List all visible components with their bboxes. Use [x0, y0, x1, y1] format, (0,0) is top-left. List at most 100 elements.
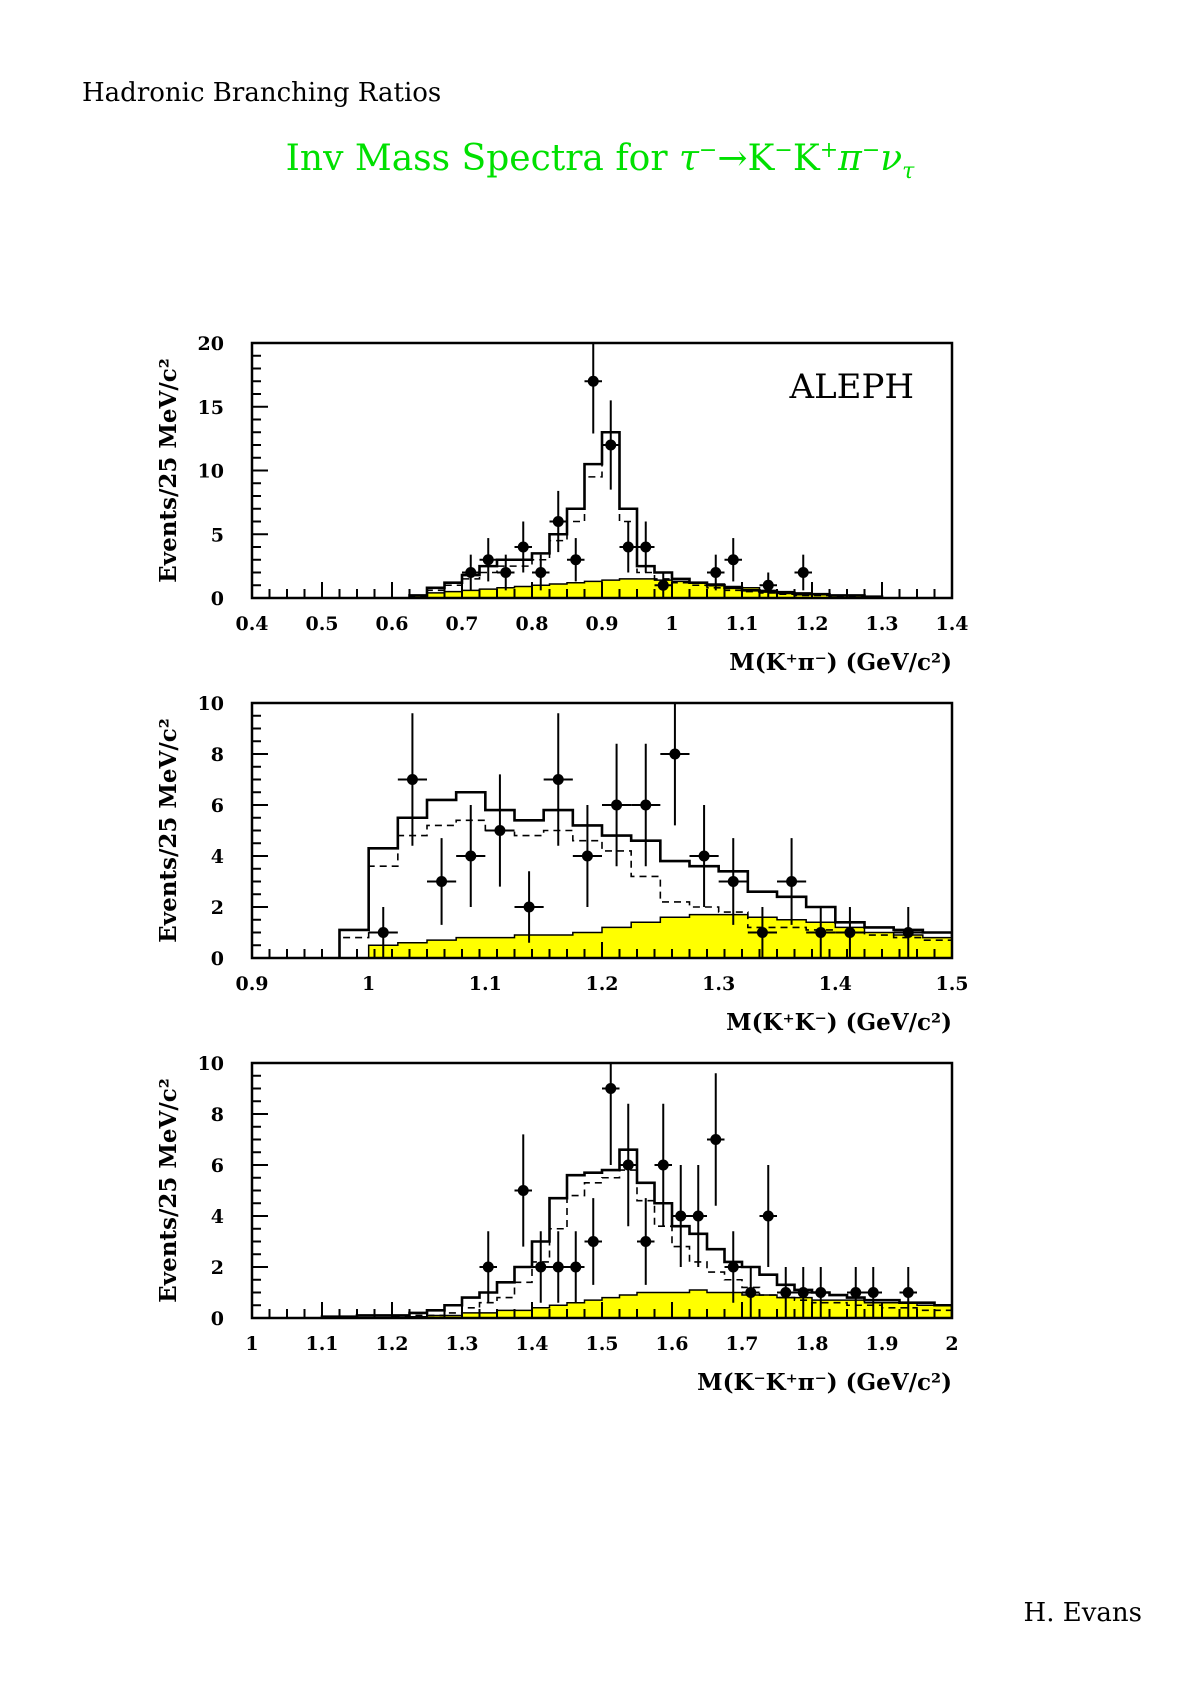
- point-marker: [640, 541, 652, 553]
- y-tick-label: 10: [198, 1053, 224, 1075]
- x-tick-label: 1: [665, 613, 678, 635]
- y-tick-label: 6: [211, 795, 224, 817]
- point-marker: [570, 554, 582, 566]
- data-point: [689, 1165, 707, 1267]
- data-point: [637, 521, 655, 573]
- title-k-minus: −: [774, 138, 793, 163]
- point-marker: [756, 927, 768, 938]
- point-marker: [465, 850, 477, 862]
- point-marker: [657, 579, 669, 591]
- x-tick-label: 1.1: [469, 973, 502, 995]
- x-axis-label: M(K⁺π⁻) (GeV/c²): [729, 649, 952, 676]
- x-tick-label: 1.7: [725, 1333, 758, 1355]
- point-marker: [844, 927, 856, 938]
- point-marker: [622, 541, 634, 553]
- data-point: [777, 838, 807, 925]
- data-point: [654, 1103, 672, 1227]
- x-tick-label: 1.4: [819, 973, 852, 995]
- point-marker: [902, 1287, 914, 1298]
- dashed-histogram: [322, 1169, 952, 1318]
- point-marker: [523, 901, 535, 913]
- data-point: [835, 907, 865, 958]
- x-tick-label: 1.2: [375, 1333, 408, 1355]
- point-marker: [611, 799, 623, 811]
- point-marker: [377, 927, 389, 938]
- x-tick-label: 1.1: [725, 613, 758, 635]
- point-marker: [552, 1261, 564, 1273]
- title-pi: π: [838, 138, 862, 179]
- point-marker: [535, 567, 547, 578]
- data-point: [514, 871, 544, 943]
- data-point: [397, 713, 427, 846]
- y-axis-label: Events/25 MeV/c²: [155, 718, 182, 943]
- point-marker: [902, 927, 914, 938]
- x-tick-label: 1.5: [935, 973, 968, 995]
- x-tick-label: 1.9: [865, 1333, 898, 1355]
- data-point: [660, 703, 690, 826]
- data-point: [759, 1165, 777, 1267]
- x-tick-label: 1.5: [585, 1333, 618, 1355]
- data-point: [812, 1267, 830, 1318]
- x-tick-label: 0.9: [585, 613, 618, 635]
- data-point: [619, 1103, 637, 1227]
- plot-area: [320, 1063, 952, 1318]
- data-point: [794, 1267, 812, 1318]
- point-marker: [605, 439, 617, 451]
- data-point: [759, 572, 777, 598]
- title-k2: K: [792, 138, 820, 179]
- x-tick-label: 1.6: [655, 1333, 688, 1355]
- data-point: [514, 1134, 532, 1247]
- point-marker: [640, 799, 652, 811]
- footer-author: H. Evans: [1023, 1598, 1142, 1628]
- x-tick-label: 0.9: [235, 973, 268, 995]
- point-marker: [436, 876, 448, 887]
- point-marker: [622, 1159, 634, 1171]
- point-marker: [517, 541, 529, 553]
- x-tick-label: 1.3: [865, 613, 898, 635]
- y-tick-label: 2: [211, 1257, 224, 1279]
- data-point: [899, 1267, 917, 1318]
- point-marker: [780, 1287, 792, 1298]
- point-marker: [727, 876, 739, 887]
- point-marker: [517, 1185, 529, 1196]
- point-marker: [727, 554, 739, 566]
- x-tick-label: 0.7: [445, 613, 478, 635]
- point-marker: [850, 1287, 862, 1298]
- data-point: [847, 1267, 865, 1318]
- point-marker: [745, 1287, 757, 1298]
- data-point: [893, 907, 923, 958]
- point-marker: [482, 554, 494, 566]
- x-axis-label: M(K⁻K⁺π⁻) (GeV/c²): [697, 1369, 952, 1396]
- data-point: [724, 538, 742, 582]
- data-point: [549, 490, 567, 553]
- point-marker: [482, 1261, 494, 1273]
- data-point: [742, 1267, 760, 1318]
- point-marker: [762, 1210, 774, 1222]
- x-tick-label: 1.2: [795, 613, 828, 635]
- y-tick-label: 0: [211, 1308, 224, 1330]
- x-tick-label: 1.4: [935, 613, 968, 635]
- point-marker: [710, 567, 722, 578]
- data-point: [543, 713, 573, 846]
- data-point: [532, 1231, 550, 1303]
- point-marker: [552, 774, 564, 785]
- header-left-text: Hadronic Branching Ratios: [82, 78, 442, 108]
- x-tick-label: 0.5: [305, 613, 338, 635]
- title-tau-minus: −: [698, 138, 718, 163]
- data-point: [777, 1267, 795, 1318]
- point-marker: [605, 1083, 617, 1094]
- point-marker: [867, 1287, 879, 1298]
- x-axis-label: M(K⁺K⁻) (GeV/c²): [726, 1009, 952, 1036]
- x-tick-label: 2: [945, 1333, 958, 1355]
- point-marker: [727, 1261, 739, 1273]
- x-tick-label: 0.8: [515, 613, 548, 635]
- data-point: [602, 1063, 620, 1165]
- dashed-histogram: [338, 819, 952, 958]
- point-marker: [675, 1210, 687, 1222]
- main-title: Inv Mass Spectra for τ−→K−K+π−ντ: [0, 138, 1200, 184]
- point-marker: [640, 1236, 652, 1247]
- x-tick-label: 1.2: [585, 973, 618, 995]
- data-point: [572, 805, 602, 907]
- data-point: [456, 805, 486, 907]
- main-title-prefix: Inv Mass Spectra for: [285, 138, 679, 179]
